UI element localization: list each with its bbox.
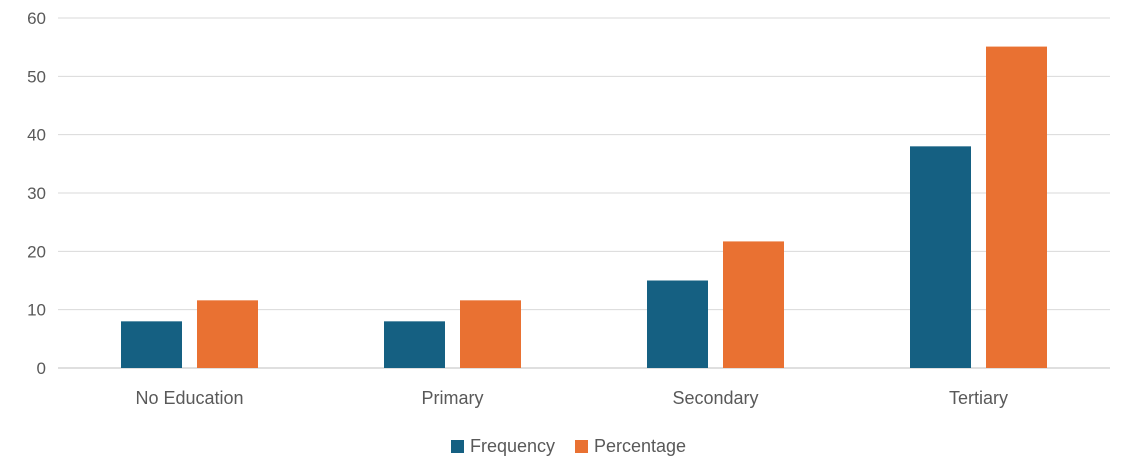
- bar-frequency-secondary: [647, 280, 708, 368]
- y-tick-label: 20: [27, 242, 46, 261]
- x-axis-tick-labels: No Education Primary Secondary Tertiary: [135, 388, 1008, 408]
- legend-label: Percentage: [594, 436, 686, 456]
- x-tick-label: Tertiary: [949, 388, 1008, 408]
- bar-percentage-no-education: [197, 300, 258, 368]
- bar-frequency-no-education: [121, 321, 182, 368]
- legend-item-frequency: Frequency: [451, 436, 555, 456]
- bars: [121, 46, 1047, 368]
- y-tick-label: 10: [27, 301, 46, 320]
- legend-item-percentage: Percentage: [575, 436, 686, 456]
- x-tick-label: Primary: [422, 388, 484, 408]
- bar-percentage-secondary: [723, 241, 784, 368]
- legend-swatch-percentage: [575, 440, 588, 453]
- bar-percentage-primary: [460, 300, 521, 368]
- bar-percentage-tertiary: [986, 46, 1047, 368]
- legend-swatch-frequency: [451, 440, 464, 453]
- x-tick-label: Secondary: [672, 388, 758, 408]
- x-tick-label: No Education: [135, 388, 243, 408]
- bar-frequency-primary: [384, 321, 445, 368]
- y-tick-label: 60: [27, 9, 46, 28]
- y-tick-label: 50: [27, 67, 46, 86]
- y-tick-label: 30: [27, 184, 46, 203]
- y-axis-tick-labels: 0 10 20 30 40 50 60: [27, 9, 46, 378]
- y-tick-label: 40: [27, 126, 46, 145]
- bar-frequency-tertiary: [910, 146, 971, 368]
- y-tick-label: 0: [37, 359, 46, 378]
- legend: Frequency Percentage: [451, 436, 686, 456]
- legend-label: Frequency: [470, 436, 555, 456]
